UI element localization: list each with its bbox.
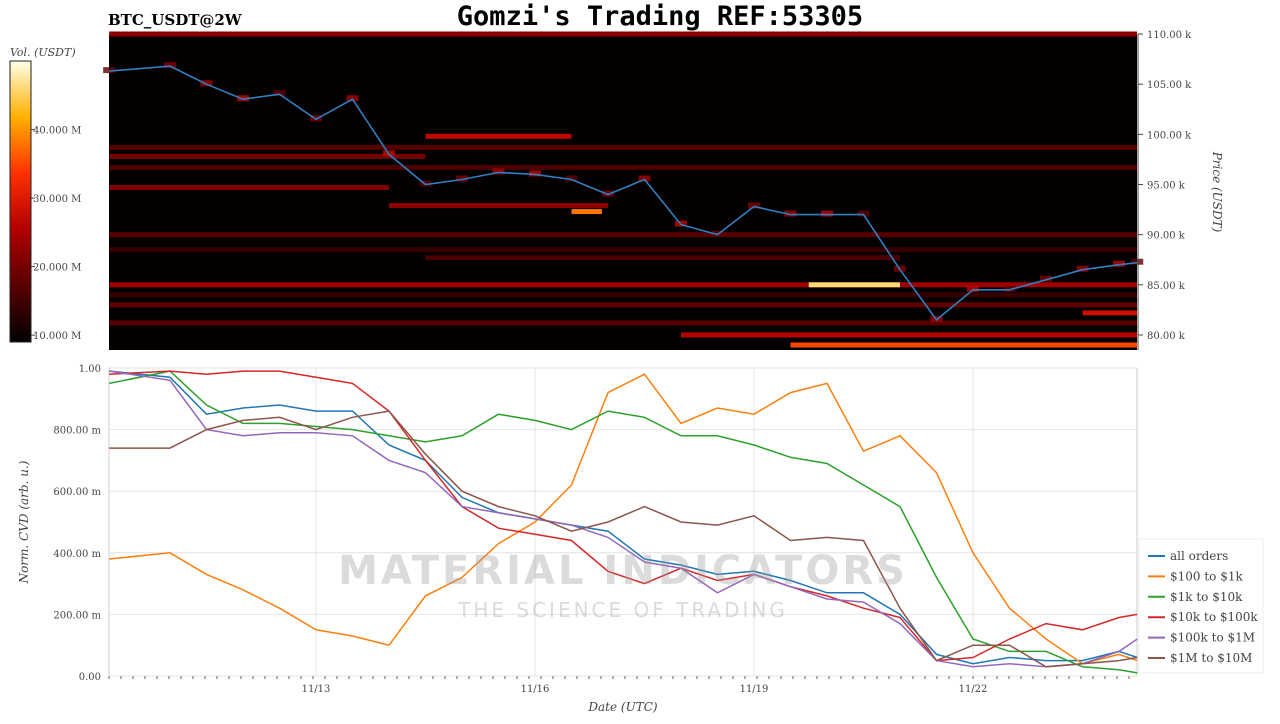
x-tick-label: 11/16 (521, 684, 550, 695)
liquidity-cell (1003, 285, 1016, 292)
colorbar-ticks: 10.000 M 20.000 M 30.000 M 40.000 M (31, 126, 81, 342)
liquidity-cell (1131, 258, 1144, 265)
legend-box (1138, 538, 1264, 674)
y-tick-label: 600.00 m (53, 487, 101, 498)
colorbar-tick-label: 40.000 M (33, 126, 81, 137)
x-tick-label: 11/22 (959, 684, 988, 695)
liquidity-cell (748, 202, 760, 209)
liquidity-band (109, 282, 1138, 288)
liquidity-cell (310, 115, 322, 122)
x-tick-label: 11/19 (740, 684, 769, 695)
liquidity-cell (857, 210, 870, 217)
chart-title: Gomzi's Trading REF:53305 (457, 1, 863, 32)
heatmap-background (109, 34, 1137, 350)
price-tick-label: 110.00 k (1147, 30, 1192, 41)
liquidity-band (109, 247, 1138, 253)
liquidity-band (109, 184, 390, 190)
y-tick-label: 1.00 (79, 364, 101, 375)
price-tick-label: 85.00 k (1147, 281, 1186, 292)
cvd-panel: 11/13 11/16 11/19 11/22 0.00 200.00 m 400.00 m… (53, 364, 1138, 695)
liquidity-cell (273, 90, 286, 97)
colorbar-label: Vol. (USDT) (10, 46, 76, 59)
price-line (109, 65, 1138, 322)
liquidity-band (1082, 310, 1137, 316)
cvd-plot-area (108, 367, 1138, 677)
legend-entry: $100k to $1M (1170, 631, 1255, 645)
liquidity-cell (200, 80, 213, 87)
liquidity-band (425, 255, 900, 261)
cvd-y-label: Norm. CVD (arb. u.) (17, 460, 31, 584)
y-tick-label: 400.00 m (53, 549, 101, 560)
price-tick-label: 90.00 k (1147, 231, 1186, 242)
price-axis-label: Price (USDT) (1210, 151, 1224, 233)
legend-entry: all orders (1170, 549, 1228, 563)
liquidity-cell (1113, 260, 1125, 267)
x-tick-label: 11/13 (302, 684, 331, 695)
cvd-x-label: Date (UTC) (587, 700, 657, 714)
price-axis: 80.00 k 85.00 k 90.00 k 95.00 k 100.00 k 105.… (1137, 30, 1192, 350)
liquidity-cell (638, 175, 651, 182)
liquidity-cell (967, 285, 979, 292)
liquidity-band (808, 282, 900, 288)
price-tick-label: 100.00 k (1147, 130, 1192, 141)
liquidity-band (109, 31, 1138, 37)
liquidity-cell (784, 210, 797, 217)
legend-entry: $1M to $10M (1170, 651, 1252, 665)
liquidity-cell (821, 210, 833, 217)
series-line-0 (109, 370, 1138, 665)
series-line-4 (109, 370, 1138, 668)
legend: all orders $100 to $1k $1k to $10k $10k to … (1138, 538, 1264, 674)
liquidity-cell (492, 168, 505, 175)
watermark-line2: THE SCIENCE OF TRADING (457, 598, 788, 622)
series-line-3 (109, 370, 1138, 662)
liquidity-band (109, 144, 1138, 150)
y-tick-label: 800.00 m (53, 426, 101, 437)
colorbar-tick-label: 20.000 M (33, 263, 81, 274)
liquidity-cell (346, 95, 359, 102)
liquidity-band (425, 133, 572, 139)
colorbar (9, 60, 32, 343)
liquidity-cell (1076, 265, 1089, 272)
price-tick-label: 105.00 k (1147, 80, 1192, 91)
liquidity-cell (237, 95, 249, 102)
price-tick-label: 95.00 k (1147, 180, 1186, 191)
watermark-line1: MATERIAL INDICATORS (338, 548, 908, 594)
liquidity-cell (456, 175, 468, 182)
liquidity-band (109, 153, 426, 159)
liquidity-cell (529, 170, 541, 177)
heatmap-panel (103, 31, 1144, 350)
liquidity-band (389, 203, 608, 209)
liquidity-band (790, 342, 1137, 348)
series-line-1 (109, 373, 1138, 665)
colorbar-tick-label: 30.000 M (33, 194, 81, 205)
legend-entry: $1k to $10k (1170, 590, 1243, 604)
liquidity-cell (602, 190, 614, 197)
liquidity-band (109, 164, 1138, 170)
liquidity-cell (1040, 275, 1052, 282)
liquidity-band (681, 332, 1137, 338)
price-tick-label: 80.00 k (1147, 331, 1186, 342)
colorbar-tick-label: 10.000 M (33, 331, 81, 342)
series-line-5 (109, 410, 1138, 668)
liquidity-band (109, 302, 1138, 308)
liquidity-band (571, 209, 602, 215)
liquidity-cell (164, 62, 176, 69)
y-tick-label: 0.00 (79, 672, 101, 683)
legend-entry: $10k to $100k (1170, 610, 1258, 624)
legend-entry: $100 to $1k (1170, 569, 1243, 583)
liquidity-cell (103, 67, 116, 74)
liquidity-band (109, 232, 1138, 238)
y-tick-label: 200.00 m (53, 610, 101, 621)
liquidity-band (109, 320, 1138, 326)
symbol-label: BTC_USDT@2W (108, 11, 243, 29)
liquidity-cell (565, 175, 578, 182)
liquidity-band (109, 292, 1138, 298)
